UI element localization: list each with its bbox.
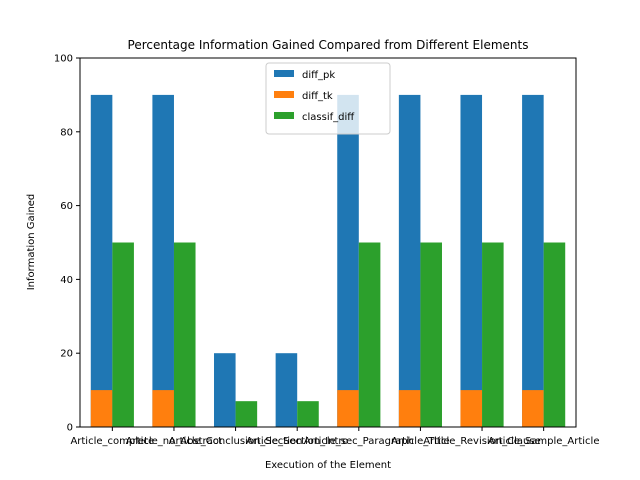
bar-classif_diff-2 [235, 401, 258, 427]
plot-frame [79, 57, 577, 428]
bar-diff_pk-4 [337, 94, 359, 428]
bar-diff_tk-5 [398, 390, 421, 427]
y-tick-label: 20 [60, 349, 73, 360]
bar-diff_pk-6 [460, 94, 483, 428]
x-tick-label: Article_no_Abstract [126, 436, 223, 447]
x-tick-label: Article_Section_Intro [246, 436, 348, 447]
y-tick-label: 0 [67, 423, 73, 434]
x-tick-label: Article_Sample_Article [488, 436, 600, 447]
legend-label-classif_diff: classif_diff [302, 112, 355, 123]
legend-label-diff_pk: diff_pk [302, 70, 335, 81]
bar-diff_tk-6 [460, 390, 483, 427]
bar-diff_tk-7 [522, 390, 544, 427]
y-tick-label: 100 [54, 54, 73, 65]
y-tick-label: 80 [60, 127, 73, 138]
bar-diff_pk-7 [522, 94, 544, 428]
bar-classif_diff-7 [543, 242, 566, 427]
bar-classif_diff-5 [420, 242, 442, 427]
x-tick-label: Article_Conclusion_Section [169, 436, 303, 447]
legend-swatch-classif_diff [274, 112, 294, 119]
y-tick-label: 60 [60, 201, 73, 212]
bar-diff_pk-0 [90, 94, 113, 428]
bar-diff_pk-3 [275, 353, 298, 427]
x-axis-label: Execution of the Element [265, 460, 391, 471]
bar-classif_diff-4 [358, 242, 381, 427]
bar-diff_pk-5 [398, 94, 421, 428]
bar-diff_tk-4 [337, 390, 359, 427]
y-tick-label: 40 [60, 275, 73, 286]
legend-box [265, 62, 391, 135]
bar-classif_diff-3 [297, 401, 319, 427]
x-tick-label: Article_complete [70, 436, 154, 447]
legend-swatch-diff_pk [274, 70, 294, 77]
x-tick-label: Article_Revision_Clause [423, 436, 540, 447]
x-tick-label: Article_Title [391, 436, 450, 447]
chart-title: Percentage Information Gained Compared f… [128, 38, 529, 52]
bar-classif_diff-0 [112, 242, 134, 427]
bar-diff_pk-2 [214, 353, 236, 427]
legend-label-diff_tk: diff_tk [302, 91, 333, 102]
x-tick-label: Article_sec_Paragraph [304, 436, 414, 447]
bar-diff_pk-1 [152, 94, 174, 428]
legend: diff_pk diff_tk classif_diff [265, 62, 391, 135]
bar-classif_diff-1 [173, 242, 196, 427]
bar-diff_tk-1 [152, 390, 174, 427]
bar-classif_diff-6 [482, 242, 504, 427]
y-axis-label: Information Gained [26, 194, 37, 291]
legend-swatch-diff_tk [274, 91, 294, 98]
bar-diff_tk-0 [90, 390, 113, 427]
